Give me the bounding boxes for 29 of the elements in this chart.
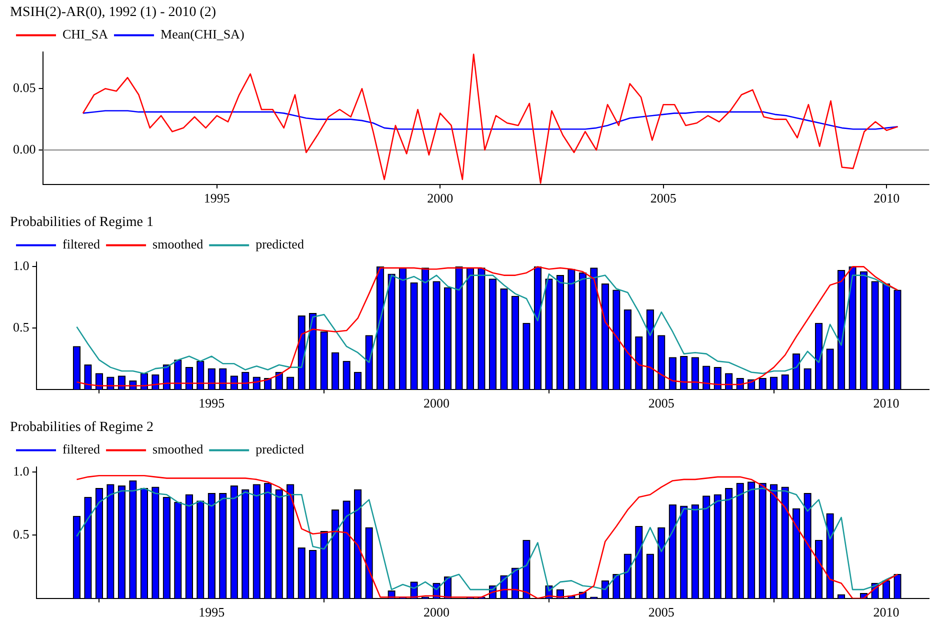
legend-label: predicted [256,236,304,252]
x-tick-label: 1995 [204,190,230,206]
chart-title: Probabilities of Regime 1 [10,215,154,230]
legend-label: predicted [256,442,304,457]
x-tick-label: 2005 [648,604,674,620]
legend-label: filtered [62,236,101,252]
x-tick-label: 2010 [873,396,900,411]
y-tick-label: 1.0 [13,258,30,274]
y-tick-label: 1.0 [13,463,30,478]
chart-title: MSIH(2)-AR(0), 1992 (1) - 2010 (2) [10,5,216,20]
x-tick-label: 1995 [198,396,225,411]
x-tick-label: 2010 [874,190,900,206]
legend-label: smoothed [152,236,204,252]
x-tick-label: 2000 [427,190,454,206]
x-tick-label: 2000 [424,396,450,411]
legend-label: Mean(CHI_SA) [160,26,244,42]
x-tick-label: 2005 [648,396,674,411]
y-tick-label: 0.05 [13,80,36,96]
x-tick-label: 2000 [424,604,450,620]
x-tick-label: 1995 [198,604,225,620]
legend-label: smoothed [152,442,204,457]
y-tick-label: 0.5 [13,319,30,334]
y-tick-label: 0.5 [13,526,30,542]
x-tick-label: 2005 [650,190,676,206]
y-tick-label: 0.00 [13,141,36,156]
chart-title: Probabilities of Regime 2 [10,420,154,436]
legend-label: filtered [62,442,101,457]
x-tick-label: 2010 [873,604,900,620]
legend-label: CHI_SA [62,26,109,42]
